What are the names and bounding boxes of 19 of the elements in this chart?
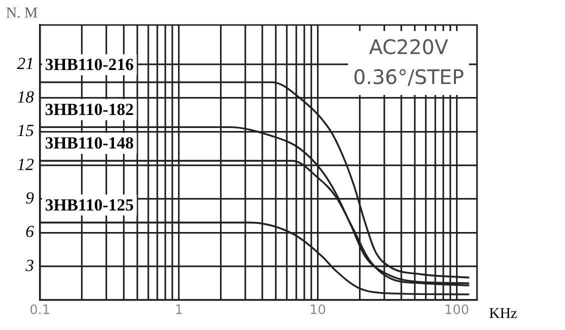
y-tick-label: 15 — [17, 121, 34, 140]
y-tick-label: 6 — [26, 222, 34, 242]
series-label: 3HB110-182 — [45, 100, 134, 120]
y-tick-label: 12 — [17, 154, 34, 174]
y-tick-label: 3 — [24, 256, 34, 275]
y-tick-label: 21 — [17, 54, 34, 73]
x-tick-label: 100 — [444, 303, 470, 318]
y-tick-label: 18 — [17, 87, 34, 106]
x-tick-label: 0.1 — [30, 303, 50, 318]
series-label: 3HB110-216 — [45, 55, 134, 74]
annotation: 0.36°/STEP — [353, 65, 464, 90]
annotation: AC220V — [368, 35, 448, 60]
series-label: 3HB110-125 — [45, 195, 134, 214]
x-tick-label: 10 — [310, 303, 326, 318]
x-axis-title: KHz — [489, 306, 518, 322]
y-axis-title: N. M — [6, 5, 38, 22]
y-tick-label: 9 — [26, 188, 34, 208]
x-tick-label: 1 — [174, 303, 184, 318]
series-label: 3HB110-148 — [45, 134, 134, 153]
